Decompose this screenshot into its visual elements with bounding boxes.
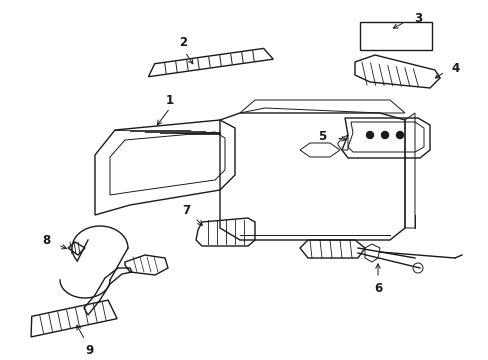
Text: 2: 2	[179, 36, 187, 49]
Text: 8: 8	[42, 234, 50, 248]
Text: 1: 1	[165, 94, 174, 107]
Circle shape	[366, 131, 373, 139]
Text: 5: 5	[317, 130, 325, 144]
Circle shape	[381, 131, 387, 139]
Text: 6: 6	[373, 282, 381, 294]
Text: 9: 9	[86, 343, 94, 356]
Text: 4: 4	[451, 62, 459, 75]
Text: 3: 3	[413, 12, 421, 24]
Text: 7: 7	[182, 203, 190, 216]
Circle shape	[396, 131, 403, 139]
